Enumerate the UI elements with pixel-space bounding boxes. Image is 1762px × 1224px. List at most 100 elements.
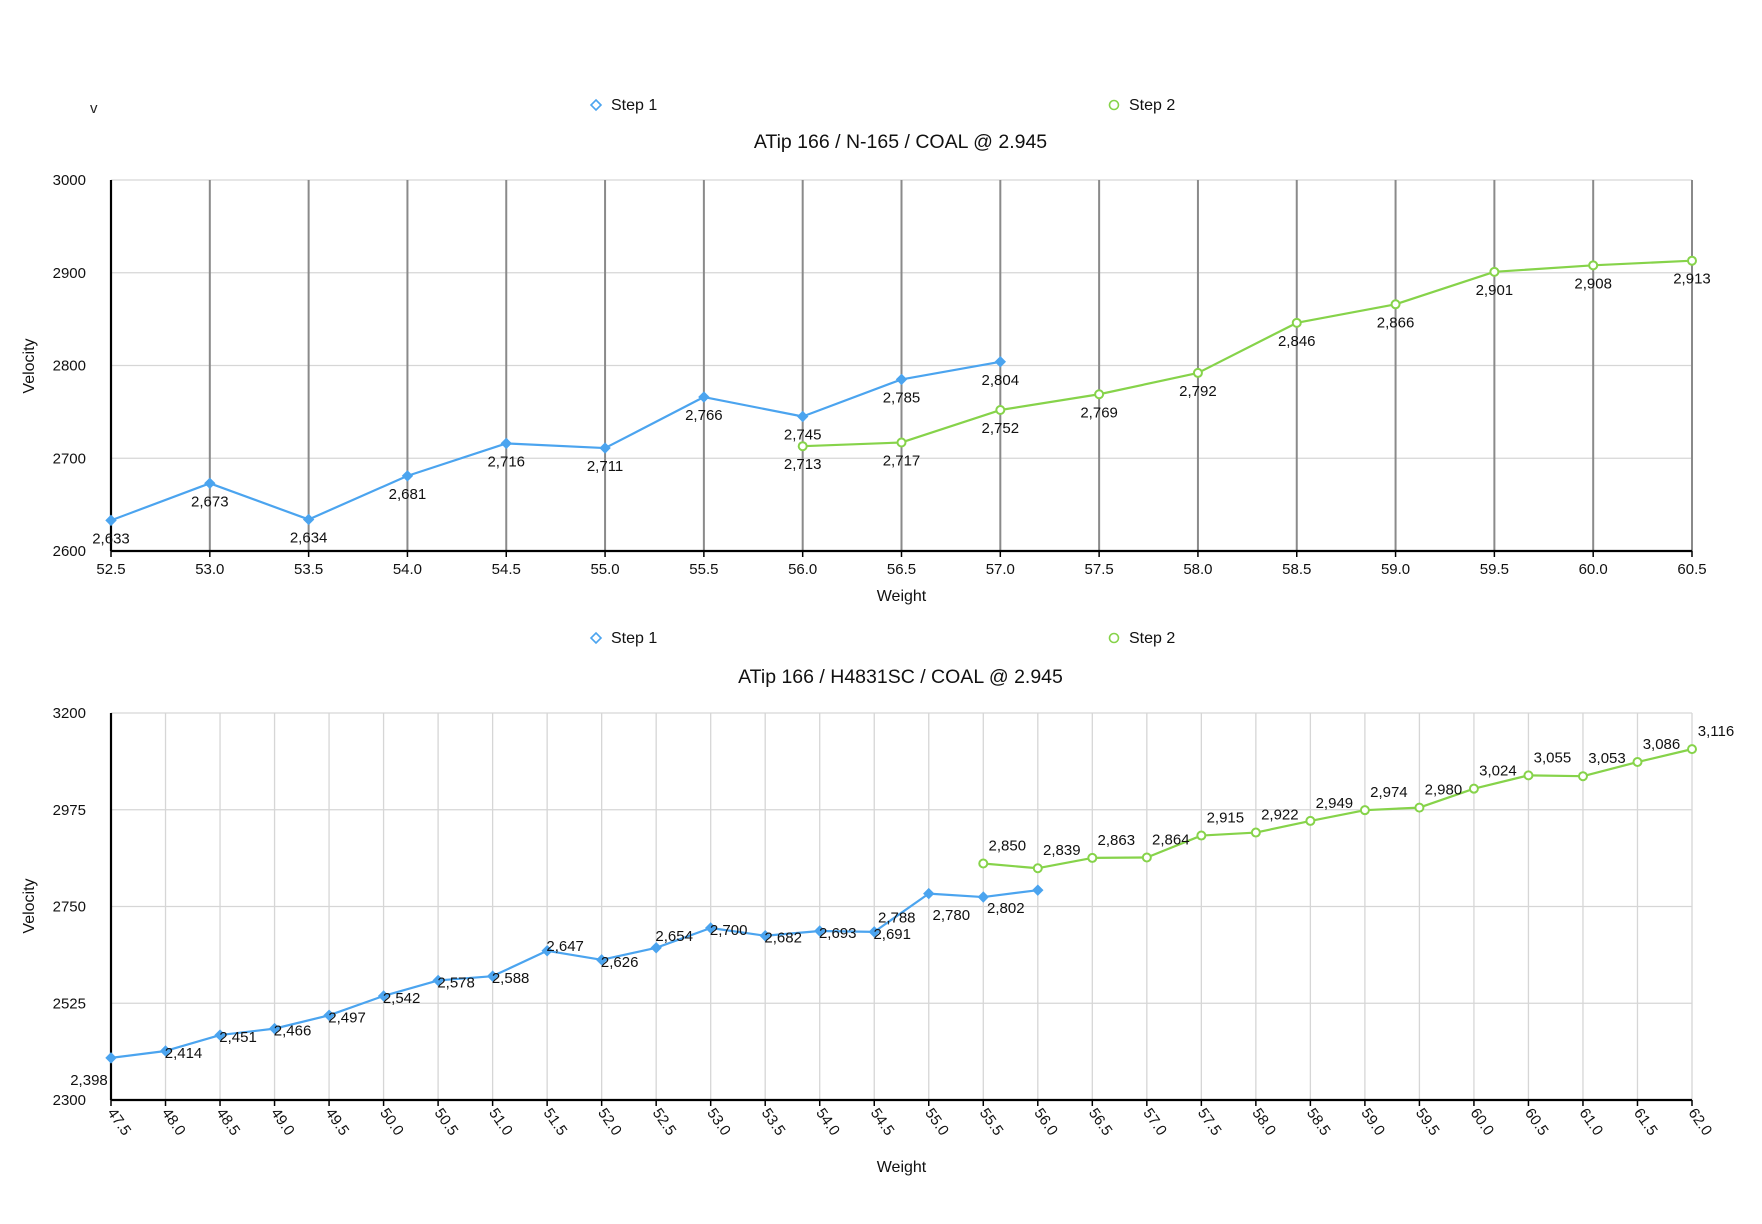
data-point (1359, 805, 1370, 816)
x-tick-label: 55.0 (921, 1105, 952, 1139)
data-point (650, 942, 662, 954)
data-label: 2,949 (1316, 795, 1354, 812)
x-tick-label: 62.0 (1685, 1105, 1716, 1139)
data-point (759, 930, 771, 942)
data-point (1468, 783, 1479, 794)
data-label: 2,913 (1673, 271, 1711, 288)
data-label: 2,578 (437, 974, 475, 991)
x-tick-label: 49.5 (322, 1105, 353, 1139)
data-point (500, 437, 512, 450)
data-point (1192, 367, 1203, 378)
data-point (896, 437, 907, 448)
y-tick-label: 2900 (53, 265, 86, 282)
x-tick-label: 50.0 (376, 1105, 407, 1139)
y-tick-label: 3000 (53, 172, 86, 189)
data-label: 2,866 (1377, 314, 1415, 331)
data-point (1087, 852, 1098, 863)
data-label: 2,626 (601, 954, 639, 971)
data-point (401, 470, 414, 482)
y-axis-label: Velocity (21, 338, 38, 393)
data-point (595, 954, 608, 966)
y-tick-label: 2975 (53, 802, 86, 819)
x-tick-label: 53.5 (758, 1105, 789, 1139)
data-point (704, 922, 717, 934)
data-label: 2,974 (1370, 784, 1408, 801)
x-tick-label: 60.5 (1521, 1105, 1552, 1139)
data-label: 2,398 (70, 1072, 108, 1089)
legend-label-2: Step 2 (1129, 630, 1175, 647)
x-tick-label: 59.5 (1412, 1105, 1443, 1139)
data-label: 2,542 (383, 990, 421, 1007)
data-point (978, 858, 989, 869)
data-point (1032, 884, 1044, 896)
x-tick-label: 59.0 (1381, 561, 1410, 578)
x-tick-label: 49.0 (267, 1105, 298, 1139)
y-tick-label: 2750 (53, 899, 86, 916)
data-point (1632, 757, 1643, 768)
legend: Step 1 Step 2 (589, 97, 1175, 114)
x-axis-label: Weight (877, 1159, 927, 1176)
data-point (977, 891, 989, 903)
x-tick-label: 61.5 (1630, 1105, 1661, 1139)
data-label: 2,766 (685, 407, 723, 424)
data-label: 2,716 (487, 453, 525, 470)
x-tick-label: 54.0 (393, 561, 422, 578)
data-label: 2,682 (764, 930, 802, 947)
x-tick-label: 60.0 (1579, 561, 1608, 578)
data-point (995, 405, 1006, 416)
data-label: 2,693 (819, 925, 857, 942)
x-tick-label: 57.5 (1085, 561, 1114, 578)
data-label: 2,792 (1179, 383, 1217, 400)
chart-title: ATip 166 / N-165 / COAL @ 2.945 (754, 131, 1047, 153)
x-tick-label: 60.5 (1677, 561, 1706, 578)
data-label: 2,752 (982, 420, 1020, 437)
data-label: 2,804 (982, 372, 1020, 389)
series-2: 2,850 2,839 2,863 2,864 2,915 2,922 2,949 2,974… (978, 723, 1734, 874)
data-point (1577, 771, 1588, 782)
y-axis-label: Velocity (21, 878, 38, 933)
data-label: 2,700 (710, 922, 748, 939)
data-label: 2,414 (165, 1045, 203, 1062)
data-label: 2,745 (784, 427, 822, 444)
x-tick-label: 61.0 (1576, 1105, 1607, 1139)
y-tick-label: 2525 (53, 995, 86, 1012)
data-label: 3,053 (1588, 750, 1626, 767)
data-label: 3,086 (1643, 736, 1681, 753)
data-point (268, 1022, 281, 1035)
x-tick-label: 54.5 (867, 1105, 898, 1139)
data-label: 2,588 (492, 970, 530, 987)
legend-step1-icon (589, 631, 603, 645)
data-label: 2,713 (784, 456, 822, 473)
data-point (923, 887, 935, 900)
data-point (796, 410, 809, 423)
data-point (1687, 744, 1697, 755)
data-point (1523, 770, 1534, 781)
chart-1: Step 1 Step 2 ATip 166 / N-165 / COAL @ 2.… (21, 97, 1711, 605)
y-tick-label: 2700 (53, 450, 86, 467)
data-label: 2,647 (546, 938, 584, 955)
legend-step1-icon (589, 98, 603, 112)
data-point (797, 441, 808, 452)
x-tick-label: 57.0 (986, 561, 1015, 578)
data-label: 2,654 (655, 928, 693, 945)
x-tick-label: 52.0 (594, 1105, 625, 1139)
x-tick-label: 56.0 (1030, 1105, 1061, 1139)
data-label: 2,980 (1425, 782, 1463, 799)
data-point (698, 391, 710, 403)
data-point (432, 974, 444, 987)
data-label: 2,864 (1152, 831, 1190, 848)
legend-label-1: Step 1 (611, 97, 657, 114)
data-label: 3,024 (1479, 763, 1517, 780)
data-point (895, 373, 908, 386)
data-point (377, 990, 390, 1002)
legend: Step 1 Step 2 (589, 630, 1175, 647)
data-point (868, 926, 880, 938)
x-tick-label: 55.5 (689, 561, 718, 578)
data-label: 2,451 (219, 1029, 257, 1046)
data-label: 2,673 (191, 493, 229, 510)
data-label: 2,915 (1207, 810, 1245, 827)
data-point (302, 513, 315, 526)
legend-step2-icon (1108, 99, 1120, 111)
data-label: 2,717 (883, 452, 921, 469)
x-tick-label: 52.5 (96, 561, 125, 578)
